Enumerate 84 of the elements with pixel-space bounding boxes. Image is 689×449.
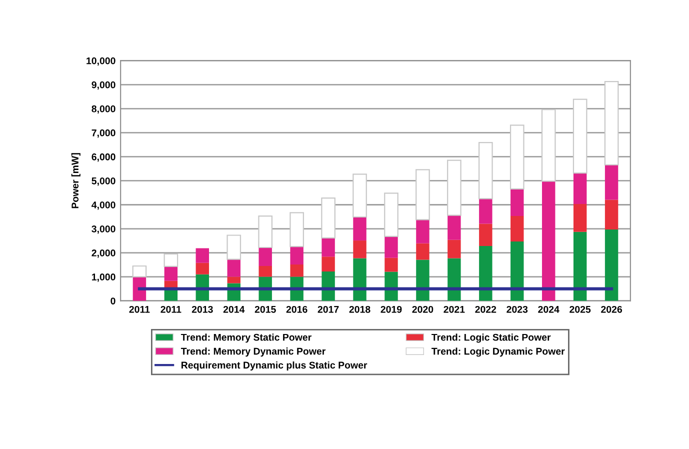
y-tick-label: 3,000: [92, 226, 116, 234]
bar: [604, 200, 618, 230]
bar: [541, 109, 556, 182]
bar: [290, 212, 304, 248]
bar: [479, 198, 492, 224]
x-tick-label: 2022: [475, 306, 496, 313]
x-tick-label: 2021: [444, 306, 465, 313]
bar: [448, 258, 461, 301]
y-tick-label: 1,000: [92, 274, 116, 282]
bar: [258, 215, 273, 248]
bar: [510, 216, 524, 242]
x-tick-label: 2023: [506, 306, 528, 313]
bar: [353, 258, 366, 301]
bar: [447, 160, 462, 216]
bar: [478, 142, 493, 200]
bar: [573, 204, 587, 232]
bar: [479, 224, 492, 246]
y-tick-label: 6,000: [92, 153, 116, 162]
bar: [258, 248, 272, 266]
bar: [227, 276, 240, 284]
bar: [572, 98, 588, 174]
bar: [226, 234, 242, 260]
y-tick-label: 0: [110, 298, 116, 304]
bar: [290, 246, 304, 265]
legend-label: Trend: Memory Static Power: [180, 334, 312, 343]
bar: [322, 238, 335, 257]
x-tick-label: 2011: [160, 306, 182, 313]
bar: [132, 265, 147, 278]
legend-label: Trend: Logic Dynamic Power: [432, 348, 565, 357]
x-tick-label: 2015: [254, 306, 276, 313]
bar: [322, 256, 335, 272]
bar: [384, 258, 398, 272]
x-tick-label: 2017: [318, 306, 339, 313]
bar: [479, 246, 492, 301]
bar: [352, 174, 367, 218]
bar: [227, 259, 240, 277]
y-tick-label: 5,000: [92, 177, 116, 186]
bar: [321, 197, 336, 238]
y-tick-label: 4,000: [92, 201, 116, 210]
bar: [510, 241, 524, 301]
bar: [416, 220, 430, 244]
bar: [384, 236, 398, 258]
x-tick-label: 2025: [570, 306, 591, 313]
bar: [196, 262, 210, 274]
bar: [290, 264, 304, 277]
bar: [322, 272, 335, 301]
bar: [164, 266, 178, 281]
bar: [164, 253, 178, 268]
bar: [448, 240, 461, 258]
bar: [353, 216, 366, 241]
bar: [604, 164, 618, 200]
y-tick-label: 8,000: [92, 105, 116, 114]
bar: [416, 169, 430, 220]
x-tick-label: 2024: [538, 306, 560, 313]
legend-label: Trend: Memory Dynamic Power: [180, 348, 326, 357]
bar: [573, 173, 587, 204]
bar: [573, 232, 587, 301]
legend-label: Requirement Dynamic plus Static Power: [182, 361, 368, 371]
bar: [353, 240, 366, 258]
bar: [542, 181, 556, 301]
x-tick-label: 2016: [286, 306, 308, 313]
bar: [196, 248, 210, 263]
bar: [448, 215, 461, 240]
x-tick-label: 2026: [601, 306, 622, 313]
bar: [384, 192, 398, 238]
y-tick-label: 9,000: [92, 81, 116, 90]
bar: [604, 229, 618, 301]
x-tick-label: 2013: [192, 306, 213, 313]
bar: [416, 260, 430, 301]
legend-label: Trend: Logic Static Power: [432, 334, 551, 343]
x-tick-label: 2019: [380, 306, 402, 313]
bar: [416, 243, 430, 260]
x-tick-label: 2011: [129, 306, 150, 313]
y-tick-label: 10,000: [86, 57, 116, 66]
bar: [510, 124, 524, 190]
bar: [604, 80, 619, 166]
x-tick-label: 2018: [349, 306, 370, 313]
bar: [510, 188, 524, 216]
bar: [258, 266, 272, 277]
x-tick-label: 2014: [223, 306, 245, 313]
y-tick-label: 2,000: [92, 250, 116, 258]
y-tick-label: 7,000: [92, 129, 116, 138]
y-axis-title: Power [mW]: [71, 153, 80, 208]
x-tick-label: 2020: [412, 306, 434, 313]
